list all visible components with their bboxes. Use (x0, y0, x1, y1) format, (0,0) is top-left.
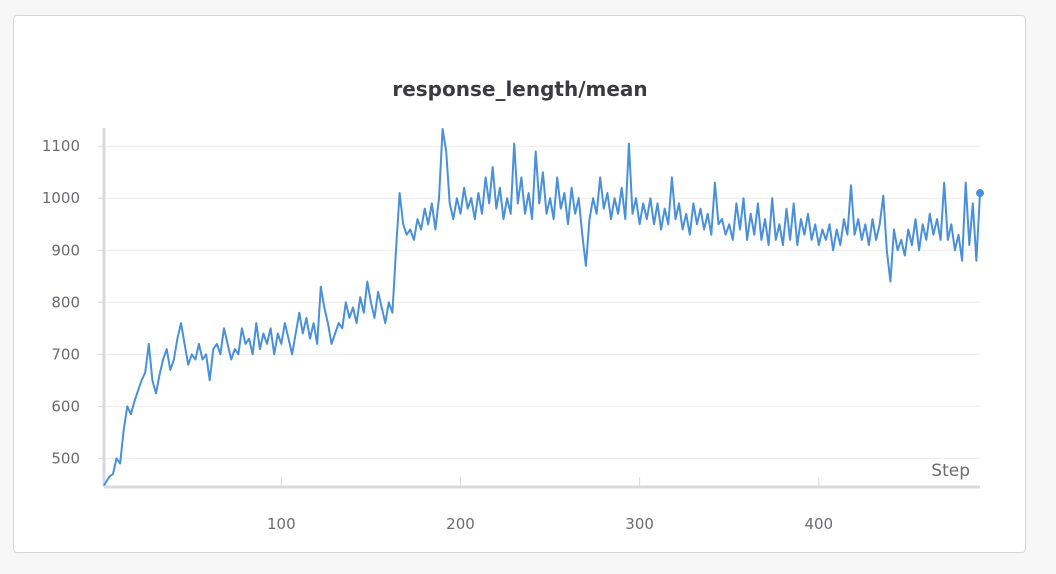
x-tick-label: 100 (267, 515, 296, 533)
y-tick-label: 600 (51, 397, 80, 415)
series-layer (103, 128, 984, 486)
y-tick-label: 900 (51, 241, 80, 259)
y-tick-label: 1000 (42, 189, 80, 207)
tick-labels: 500 600 700 800 900 1000 1100 100 200 300 400 (42, 137, 833, 533)
x-tick-label: 300 (625, 515, 654, 533)
y-tick-label: 500 (51, 449, 80, 467)
chart-panel (13, 15, 1026, 553)
x-tick-label: 400 (804, 515, 833, 533)
axes (98, 128, 980, 489)
series-line[interactable] (103, 128, 981, 486)
x-tick-label: 200 (446, 515, 475, 533)
y-tick-label: 1100 (42, 137, 80, 155)
x-axis-title: Step (931, 461, 970, 481)
series-end-point[interactable] (976, 189, 984, 198)
y-tick-label: 700 (51, 345, 80, 363)
grid-lines (104, 145, 980, 459)
y-tick-label: 800 (51, 293, 80, 311)
chart-title: response_length/mean (392, 77, 648, 101)
